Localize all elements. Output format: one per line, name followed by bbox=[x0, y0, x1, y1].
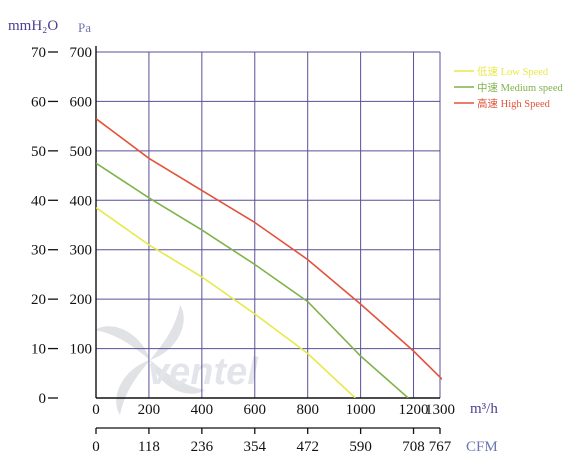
y-tick-mmh2o: 20 bbox=[31, 292, 46, 308]
x-tick-cfm: 767 bbox=[429, 439, 452, 455]
y-tick-pa: 300 bbox=[70, 243, 93, 259]
y-tick-mmh2o: 60 bbox=[31, 94, 46, 110]
x-tick-m3h: 1200 bbox=[399, 402, 429, 418]
grid bbox=[96, 51, 441, 398]
y-tick-mmh2o: 0 bbox=[39, 391, 47, 407]
y-tick-mmh2o: 10 bbox=[31, 342, 46, 358]
x-tick-cfm: 0 bbox=[92, 439, 100, 455]
y-tick-pa: 400 bbox=[70, 193, 93, 209]
x-unit-cfm: CFM bbox=[466, 439, 498, 455]
legend-label: 中速 Medium speed bbox=[477, 81, 563, 94]
y-tick-mmh2o: 30 bbox=[31, 243, 46, 259]
x-tick-cfm: 708 bbox=[402, 439, 425, 455]
series-layer bbox=[96, 118, 442, 398]
series-line-0 bbox=[96, 207, 356, 398]
y-tick-pa: 700 bbox=[70, 45, 93, 61]
y-tick-pa: 200 bbox=[70, 292, 93, 308]
x-tick-m3h: 1300 bbox=[425, 402, 455, 418]
watermark-text: ventel bbox=[148, 351, 259, 393]
y-tick-pa: 500 bbox=[70, 144, 93, 160]
series-line-2 bbox=[96, 118, 442, 381]
x-tick-cfm: 590 bbox=[349, 439, 372, 455]
legend: 低速 Low Speed 中速 Medium speed 高速 High Speed bbox=[454, 65, 563, 110]
y-unit-pa: Pa bbox=[78, 20, 91, 35]
y-tick-mmh2o: 70 bbox=[31, 45, 46, 61]
legend-label: 高速 High Speed bbox=[477, 97, 551, 110]
axes bbox=[48, 46, 441, 434]
series-line-1 bbox=[96, 162, 409, 398]
legend-label: 低速 Low Speed bbox=[477, 65, 549, 78]
x-tick-m3h: 1000 bbox=[346, 402, 376, 418]
x-tick-cfm: 236 bbox=[191, 439, 214, 455]
x-tick-m3h: 200 bbox=[138, 402, 161, 418]
x-tick-cfm: 472 bbox=[296, 439, 319, 455]
x-tick-m3h: 800 bbox=[296, 402, 319, 418]
y-tick-mmh2o: 50 bbox=[31, 144, 46, 160]
x-tick-m3h: 0 bbox=[92, 402, 100, 418]
x-tick-m3h: 400 bbox=[191, 402, 214, 418]
x-tick-cfm: 118 bbox=[138, 439, 160, 455]
y-tick-mmh2o: 40 bbox=[31, 193, 46, 209]
y-tick-pa: 100 bbox=[70, 342, 93, 358]
x-unit-m3h: m³/h bbox=[470, 401, 498, 417]
x-tick-cfm: 354 bbox=[244, 439, 267, 455]
x-tick-m3h: 600 bbox=[244, 402, 267, 418]
y-unit-mmh2o: mmH₂O bbox=[8, 18, 58, 34]
y-tick-pa: 600 bbox=[70, 94, 93, 110]
